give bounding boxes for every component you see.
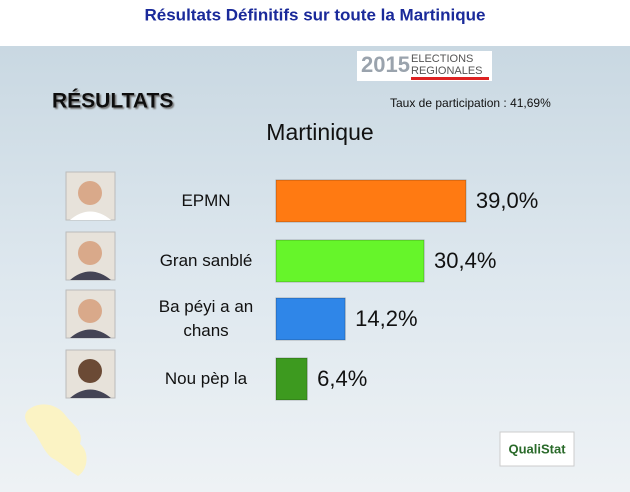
value-label: 14,2% bbox=[355, 306, 417, 331]
bar bbox=[275, 357, 308, 401]
section-label: RÉSULTATS bbox=[52, 90, 173, 113]
photo-body bbox=[70, 211, 111, 220]
pollster-logo bbox=[499, 431, 575, 467]
logo-year: 2015 bbox=[361, 52, 410, 77]
logo-text: REGIONALES bbox=[411, 65, 483, 77]
bar bbox=[275, 179, 467, 223]
pollster-name: QualiStat bbox=[508, 441, 566, 456]
photo-body bbox=[70, 329, 111, 338]
category-label: Nou pèp la bbox=[164, 369, 248, 388]
map bbox=[25, 404, 87, 476]
category-label: Gran sanblé bbox=[159, 251, 253, 270]
photo-body bbox=[70, 389, 111, 398]
election-logo bbox=[357, 51, 492, 81]
page-title: Résultats Définitifs sur toute la Martin… bbox=[145, 5, 486, 24]
category-label: Ba péyi a an chans bbox=[158, 297, 254, 340]
photo-face bbox=[78, 359, 102, 383]
value-label: 6,4% bbox=[317, 366, 367, 391]
value-label: 30,4% bbox=[434, 248, 496, 273]
category-label: EPMN bbox=[181, 191, 231, 210]
logo-stripe bbox=[411, 77, 489, 80]
value-label: 39,0% bbox=[476, 188, 538, 213]
participation: Taux de participation : 41,69% bbox=[390, 96, 551, 110]
photo-face bbox=[78, 241, 102, 265]
chart-title: Martinique bbox=[266, 119, 373, 145]
photo-face bbox=[78, 181, 102, 205]
bar bbox=[275, 239, 425, 283]
logo-text: ELECTIONS bbox=[411, 53, 473, 65]
bar bbox=[275, 297, 346, 341]
photo-face bbox=[78, 299, 102, 323]
photo-body bbox=[70, 271, 111, 280]
